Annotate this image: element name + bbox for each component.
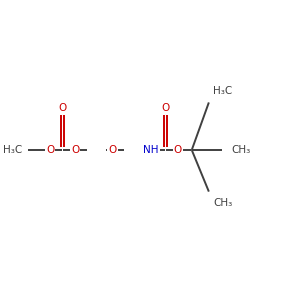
Text: O: O bbox=[108, 145, 116, 155]
Text: H₃C: H₃C bbox=[213, 85, 233, 96]
Text: O: O bbox=[58, 103, 67, 113]
Text: CH₃: CH₃ bbox=[232, 145, 251, 155]
Text: O: O bbox=[174, 145, 182, 155]
Text: O: O bbox=[161, 103, 170, 113]
Text: CH₃: CH₃ bbox=[213, 199, 233, 208]
Text: NH: NH bbox=[143, 145, 159, 155]
Text: H₃C: H₃C bbox=[3, 145, 22, 155]
Text: O: O bbox=[71, 145, 79, 155]
Text: O: O bbox=[46, 145, 54, 155]
